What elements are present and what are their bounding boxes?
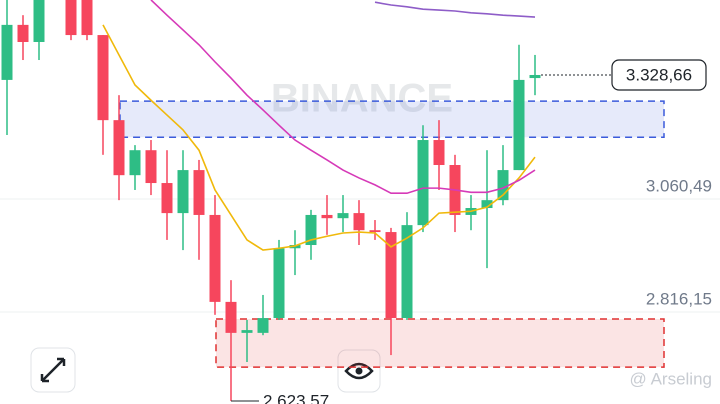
low-marker-label: 2.623,57: [263, 392, 329, 404]
candle-body: [417, 140, 429, 226]
last-price-box: [611, 59, 707, 91]
candle-body: [161, 183, 173, 214]
candle-body: [433, 140, 445, 166]
candle-body: [193, 170, 205, 215]
candle-body: [273, 248, 285, 319]
visibility-button[interactable]: [337, 349, 381, 393]
moving-average-line: [374, 1, 536, 18]
candle-body: [145, 150, 157, 184]
candle-body: [481, 200, 493, 209]
candle-body: [513, 79, 525, 171]
candle-body: [129, 150, 141, 176]
y-tick-label: 2.816,15: [646, 289, 712, 308]
moving-average-line: [102, 24, 536, 251]
candle-body: [241, 330, 253, 333]
candle-body: [113, 120, 125, 176]
candle-body: [497, 170, 509, 201]
candle-body: [177, 170, 189, 214]
candle-body: [305, 214, 317, 246]
candle-body: [225, 301, 237, 333]
expand-button[interactable]: [30, 347, 76, 393]
candle-body: [401, 225, 413, 319]
candle-body: [81, 0, 93, 36]
zone: [119, 100, 665, 139]
candle-body: [97, 35, 109, 121]
zone: [215, 318, 665, 368]
candle-body: [17, 24, 29, 42]
candle-body: [337, 213, 349, 219]
candle-body: [385, 232, 397, 319]
candle-body: [257, 318, 269, 333]
candle-body: [65, 0, 77, 36]
watermark: BINANCE: [271, 77, 453, 121]
credit: @ Arseling: [630, 369, 712, 388]
candle-body: [369, 230, 381, 233]
candle-body: [353, 213, 365, 231]
last-price-label: 3.328,66: [626, 65, 692, 84]
candle-body: [33, 0, 45, 42]
candle-body: [321, 214, 333, 219]
candle-body: [529, 74, 541, 79]
moving-average-line: [150, 0, 536, 195]
candle-body: [209, 214, 221, 302]
candle-body: [1, 24, 13, 80]
y-tick-label: 3.060,49: [646, 176, 712, 195]
